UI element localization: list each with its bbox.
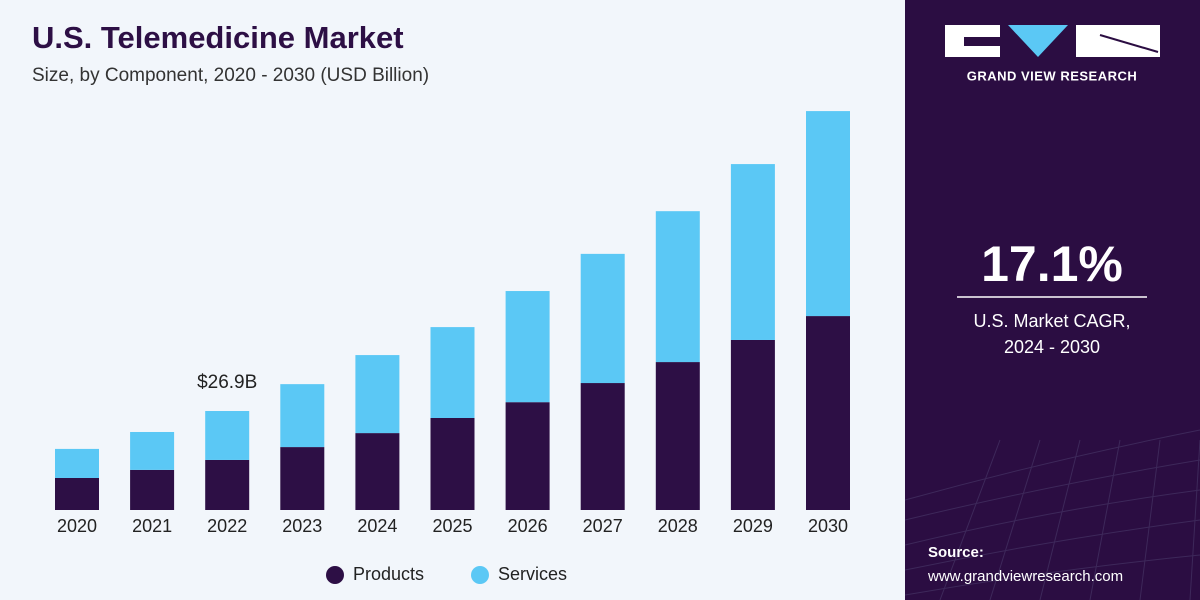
source-url: www.grandviewresearch.com	[927, 568, 1123, 585]
x-tick-label: 2028	[658, 516, 698, 536]
x-tick-label: 2020	[57, 516, 97, 536]
bar-segment	[430, 327, 475, 418]
bar-segment	[55, 448, 99, 478]
x-tick-label: 2021	[132, 516, 172, 536]
bar-segment	[280, 447, 325, 510]
x-tick-label: 2022	[207, 516, 247, 536]
x-tick-label: 2029	[733, 516, 773, 536]
x-tick-label: 2030	[808, 516, 848, 536]
legend-label: Products	[353, 564, 424, 584]
brand-name: GRAND VIEW RESEARCH	[967, 68, 1138, 83]
x-tick-label: 2024	[357, 516, 397, 536]
x-tick-label: 2026	[508, 516, 548, 536]
bar-segment	[355, 433, 400, 510]
cagr-label: 2024 - 2030	[1004, 337, 1100, 357]
bar-segment	[55, 477, 99, 510]
x-tick-label: 2023	[282, 516, 322, 536]
bar-segment	[205, 459, 250, 510]
cagr-label: U.S. Market CAGR,	[973, 311, 1130, 331]
sidebar-grid-decoration	[904, 429, 1200, 600]
bar-segment	[580, 383, 625, 510]
legend-marker	[326, 566, 344, 584]
bar-segment	[130, 431, 175, 470]
source-title: Source:	[928, 544, 984, 561]
bar-segment	[806, 316, 850, 510]
cagr-value: 17.1%	[981, 236, 1123, 292]
legend-marker	[471, 566, 489, 584]
bar-segment	[130, 469, 175, 510]
logo-triangle	[1008, 25, 1068, 57]
chart-subtitle: Size, by Component, 2020 - 2030 (USD Bil…	[32, 65, 429, 86]
bar-segment	[730, 164, 775, 340]
data-label: $26.9B	[197, 372, 257, 393]
bar-segment	[655, 211, 700, 363]
x-tick-label: 2025	[432, 516, 472, 536]
bar-segment	[730, 339, 775, 510]
bar-segment	[205, 411, 250, 460]
x-tick-label: 2027	[583, 516, 623, 536]
chart-title: U.S. Telemedicine Market	[32, 20, 404, 55]
sidebar-background	[905, 0, 1200, 600]
logo-cut	[964, 34, 1159, 53]
bar-segment	[806, 111, 850, 317]
bar-segment	[655, 362, 700, 510]
logo	[945, 25, 1160, 57]
bar-segment	[505, 291, 550, 403]
bar-segment	[580, 253, 625, 384]
bar-segment	[505, 402, 550, 510]
legend-label: Services	[498, 564, 567, 584]
bar-segment	[280, 384, 325, 448]
bar-segment	[355, 355, 400, 434]
bar-segment	[430, 418, 475, 510]
